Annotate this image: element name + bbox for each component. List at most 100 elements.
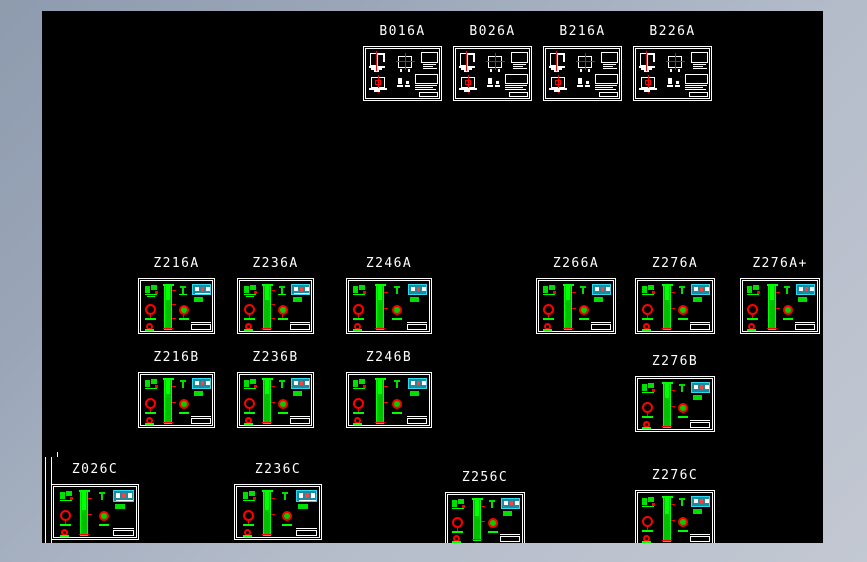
fitting-top-right-2 xyxy=(582,288,584,294)
data-panel-row-2 xyxy=(206,287,210,291)
sheet-label-z236b: Z236B xyxy=(252,350,299,365)
fitting-top-right-2 xyxy=(396,382,398,388)
riser-core xyxy=(166,380,170,394)
valve-base-left xyxy=(642,416,653,418)
fitting-top-right-2 xyxy=(396,288,398,294)
fitting-top-right xyxy=(679,286,685,288)
title-block-rule xyxy=(191,322,211,323)
legend-block-2 xyxy=(151,285,157,290)
title-block xyxy=(690,536,710,542)
data-panel-chip xyxy=(298,504,308,509)
sheet-content-z236b xyxy=(241,376,310,425)
data-panel-row-1 xyxy=(116,493,120,498)
sheet-frame xyxy=(138,278,215,334)
sheet-z236a[interactable]: Z236A xyxy=(237,256,314,334)
valve-stem-left xyxy=(647,315,648,319)
sheet-z246b[interactable]: Z246B xyxy=(346,350,432,428)
sheet-label-z256c: Z256C xyxy=(461,470,509,485)
fitting-top-right-2 xyxy=(281,288,283,294)
legend-block-1 xyxy=(60,492,65,499)
legend-marker xyxy=(254,291,257,294)
data-panel-row-2 xyxy=(705,499,709,503)
sheet-z216a[interactable]: Z216A xyxy=(138,256,215,334)
legend-marker xyxy=(652,503,655,506)
riser-core xyxy=(665,384,669,398)
valve-base-mid xyxy=(99,524,109,526)
fitting-top-right-2 xyxy=(681,500,683,506)
sheet-z276c[interactable]: Z276C xyxy=(635,468,715,543)
valve-stem-left xyxy=(548,315,549,319)
legend-block-2 xyxy=(458,499,464,504)
data-panel xyxy=(192,284,211,295)
valve-symbol-left xyxy=(60,510,71,521)
riser-cap xyxy=(375,378,386,380)
symbol-sml-2 xyxy=(397,85,403,87)
drawing-canvas[interactable]: B016A xyxy=(42,11,823,543)
sheet-content-z276c xyxy=(639,494,711,543)
centerline-v-top xyxy=(646,51,647,71)
sheet-z246a[interactable]: Z246A xyxy=(346,256,432,334)
sheet-b226a[interactable]: B226A xyxy=(633,24,712,101)
sheet-b016a[interactable]: B016A xyxy=(363,24,442,101)
data-panel-row-3 xyxy=(294,293,309,294)
valve-symbol-left xyxy=(642,402,653,413)
riser-tick-2 xyxy=(481,521,485,522)
title-block xyxy=(599,92,618,97)
data-panel-row-1 xyxy=(595,287,599,291)
valve-base-left xyxy=(747,318,758,320)
sheet-z276a[interactable]: Z276A xyxy=(635,256,715,334)
schedule-box xyxy=(415,74,438,84)
valve-base-mid xyxy=(488,531,498,533)
valve-base-mid xyxy=(278,412,288,414)
valve-base-left xyxy=(452,531,463,533)
fitting-top-right xyxy=(489,500,495,502)
riser-cap xyxy=(767,284,778,286)
sheet-label-z276b: Z276B xyxy=(651,354,699,369)
sheet-b216a[interactable]: B216A xyxy=(543,24,622,101)
sheet-z236b[interactable]: Z236B xyxy=(237,350,314,428)
sheet-label-b016a: B016A xyxy=(379,24,426,39)
riser-tick-2 xyxy=(671,308,675,309)
notes-line-2 xyxy=(423,66,433,67)
riser-core xyxy=(265,492,269,510)
detail-legs xyxy=(580,69,582,72)
notes-box-tr xyxy=(601,52,618,63)
legend-line-1 xyxy=(244,294,256,295)
valve-base-left xyxy=(145,412,156,414)
schedule-line-2 xyxy=(415,87,433,88)
title-block xyxy=(191,418,211,424)
legend-block-1 xyxy=(642,498,647,505)
legend-block-1 xyxy=(543,286,548,293)
sheet-z276b[interactable]: Z276B xyxy=(635,354,715,432)
sheet-z026c[interactable]: Z026C xyxy=(51,462,139,540)
legend-block-2 xyxy=(648,497,654,502)
legend-line-2 xyxy=(246,296,254,297)
legend-marker xyxy=(462,505,465,508)
riser-tick-1 xyxy=(481,506,485,507)
sheet-z276a-plus[interactable]: Z276A+ xyxy=(740,256,820,334)
riser-tick-1 xyxy=(671,504,675,505)
data-panel-row-3 xyxy=(116,500,133,501)
canvas-left-rule-1 xyxy=(45,457,46,543)
centerline-v-top xyxy=(376,51,377,71)
data-panel-alert xyxy=(201,381,204,385)
fitting-top-right-2 xyxy=(681,288,683,294)
sheet-z236c[interactable]: Z236C xyxy=(234,462,322,540)
sheet-b026a[interactable]: B026A xyxy=(453,24,532,101)
data-panel-row-1 xyxy=(294,287,298,291)
legend-marker xyxy=(757,291,760,294)
legend-marker xyxy=(363,291,366,294)
data-panel-chip xyxy=(410,391,419,396)
detail-legs xyxy=(670,69,672,72)
title-block xyxy=(509,92,528,97)
legend-line-1 xyxy=(353,294,365,295)
riser-base-mark xyxy=(262,328,272,329)
data-panel-alert xyxy=(700,385,703,389)
riser-tick-1 xyxy=(271,498,275,499)
crosshair-v xyxy=(675,53,676,70)
symbol-sml-3 xyxy=(676,81,679,84)
sheet-z256c[interactable]: Z256C xyxy=(445,470,525,543)
sheet-content-z256c xyxy=(449,496,521,543)
sheet-z266a[interactable]: Z266A xyxy=(536,256,616,334)
sheet-z216b[interactable]: Z216B xyxy=(138,350,215,428)
